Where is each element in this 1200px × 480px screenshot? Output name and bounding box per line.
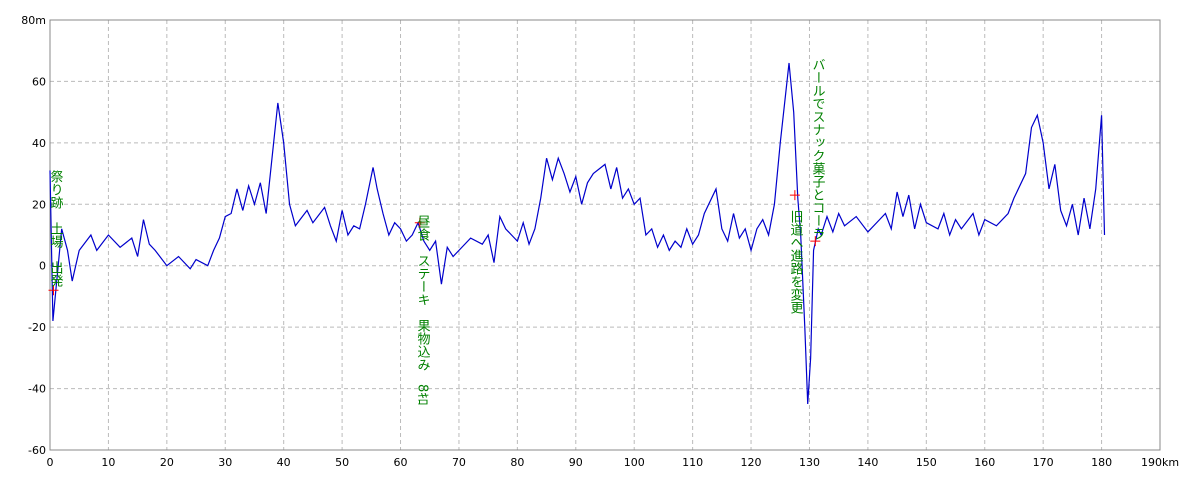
x-tick-label: 30 [218,456,232,469]
y-tick-label: 0 [39,260,46,273]
x-tick-label: 50 [335,456,349,469]
y-tick-label: -20 [28,321,46,334]
x-tick-label: 150 [916,456,937,469]
x-tick-label: 140 [857,456,878,469]
y-tick-label: 80m [21,14,46,27]
annotation-label: 昼食 ステーキ 果物込み 8ｷﾛ [415,215,431,405]
y-tick-label: 60 [32,75,46,88]
elevation-line [49,62,1106,404]
x-tick-label: 180 [1091,456,1112,469]
x-tick-label: 120 [741,456,762,469]
x-tick-label: 0 [47,456,54,469]
annotation-marker [414,217,425,228]
annotation-marker [810,236,821,247]
annotation-marker [789,190,800,201]
x-tick-label: 100 [624,456,645,469]
x-tick-label: 160 [974,456,995,469]
plot-frame [49,19,1161,451]
x-tick-label: 80 [510,456,524,469]
annotation-label: 旧道へ進路を変更 [788,210,804,315]
y-tick-label: -60 [28,444,46,457]
y-tick-label: 20 [32,198,46,211]
x-tick-label: 90 [569,456,583,469]
x-tick-label: 170 [1033,456,1054,469]
annotation-marker [48,285,59,296]
x-tick-label: 70 [452,456,466,469]
x-tick-label: 130 [799,456,820,469]
annotation-label: 祭り跡 土場 出発 [48,170,64,288]
x-tick-label: 60 [394,456,408,469]
annotation-label: バールでスナック菓子とコーラ [810,58,826,240]
x-tick-label: 20 [160,456,174,469]
y-tick-label: 40 [32,137,46,150]
x-tick-label: 10 [101,456,115,469]
x-tick-label: 40 [277,456,291,469]
y-tick-label: -40 [28,383,46,396]
x-tick-label: 110 [682,456,703,469]
x-tick-label: 190km [1141,456,1179,469]
